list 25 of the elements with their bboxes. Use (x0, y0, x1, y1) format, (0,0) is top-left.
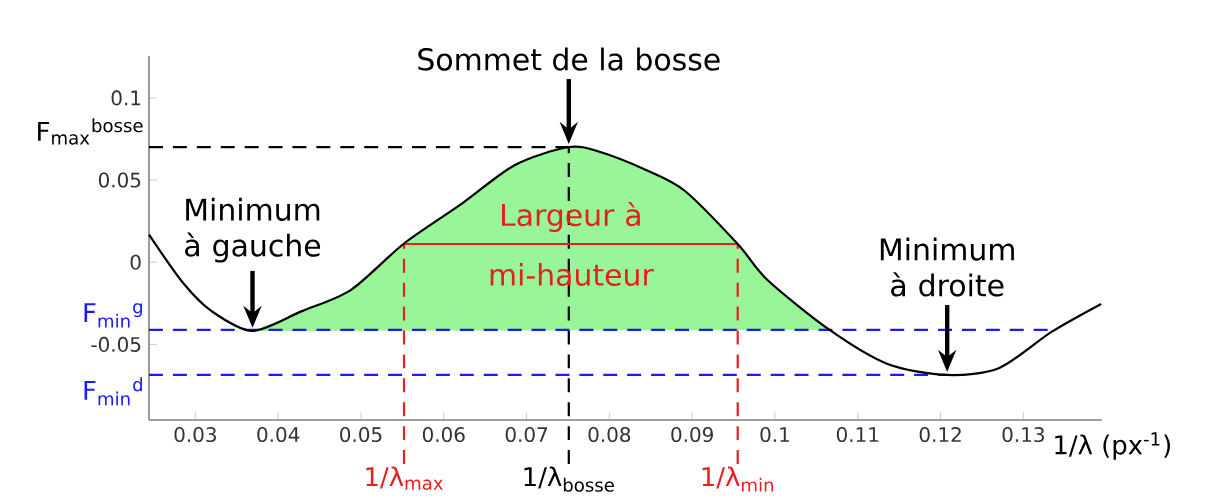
x-tick-label: 0.1 (760, 427, 789, 443)
x-tick-label: 0.13 (1002, 427, 1044, 443)
x-tick-label: 0.05 (340, 427, 382, 443)
ref-line-label: F$_{min}$d (84, 377, 142, 406)
ref-line-label: 1/λ$_{min}$ (702, 466, 774, 492)
annotation: Minimum à gauche (185, 197, 321, 263)
y-tick-label: 0.05 (98, 172, 141, 188)
y-tick-label: 0.1 (111, 90, 141, 106)
ref-line-label: 1/λ$_{max}$ (366, 466, 443, 490)
y-tick-label: -0.05 (91, 336, 141, 352)
x-tick-label: 0.06 (422, 427, 465, 443)
ref-line-label: F$_{min}$g (84, 303, 142, 328)
annotation: Minimum à droite (880, 237, 1014, 297)
x-tick-label: 0.11 (836, 427, 879, 443)
annotation: Sommet de la bosse (418, 47, 720, 71)
x-tick-label: 0.04 (257, 427, 300, 443)
ref-line-label: F$_{max}$bosse (38, 118, 143, 145)
x-tick-label: 0.09 (671, 427, 713, 443)
x-tick-label: 0.07 (505, 427, 548, 443)
x-axis-title: 1/λ (px$^{-1}$) (1055, 432, 1170, 460)
ref-line-label: 1/λ$_{bosse}$ (524, 466, 614, 492)
x-tick-label: 0.12 (919, 427, 961, 443)
x-tick-label: 0.03 (174, 427, 216, 443)
y-tick-label: 0 (130, 254, 141, 270)
x-tick-label: 0.08 (588, 427, 631, 443)
